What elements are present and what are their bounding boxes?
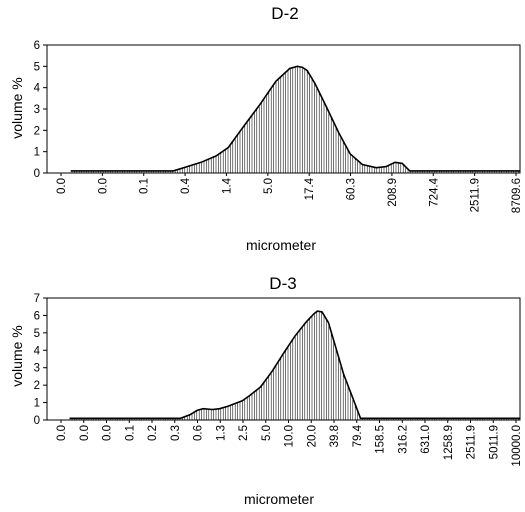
y-tick-label: 3 (34, 104, 40, 116)
x-tick-label: 5011.9 (488, 425, 500, 459)
y-tick-label: 2 (34, 380, 40, 392)
plot-area: 0 1 2 3 4 5 6 0.0 0.0 0.1 0.4 1.4 5.0 17.4 60.3 208.9 72… (34, 40, 523, 213)
chart-title: D-2 (271, 4, 298, 23)
y-tick-label: 4 (34, 345, 41, 357)
y-tick-label: 0 (34, 415, 40, 427)
chart-d3: D-3 volume % micrometer 0 1 2 3 4 5 6 7 0.0 0.0 0.… (9, 274, 523, 507)
x-tick-label: 158.5 (375, 425, 387, 454)
x-tick-label: 0.1 (124, 425, 136, 441)
chart-title: D-3 (269, 274, 296, 293)
x-tick-label: 0.0 (56, 178, 68, 194)
x-tick-label: 2.5 (238, 425, 250, 441)
x-tick-label: 0.4 (180, 177, 192, 194)
x-tick-label: 631.0 (420, 425, 432, 454)
area-hatch (69, 311, 519, 420)
y-tick-label: 6 (34, 40, 40, 52)
x-tick-label: 0.3 (170, 425, 182, 441)
chart-d2: D-2 volume % micrometer 0 1 2 3 4 5 6 0.0 0.0 0.1… (9, 4, 523, 253)
x-tick-label: 0.0 (56, 425, 68, 441)
x-tick-label: 0.0 (102, 425, 114, 441)
y-tick-label: 5 (34, 328, 40, 340)
x-tick-label: 10.0 (284, 425, 296, 447)
x-tick-label: 1.3 (215, 425, 227, 441)
x-tick-label: 60.3 (346, 178, 358, 200)
y-tick-label: 1 (34, 147, 40, 159)
y-tick-label: 3 (34, 363, 40, 375)
x-tick-label: 1258.9 (443, 425, 455, 460)
x-tick-label: 10000.0 (511, 425, 523, 467)
x-tick-label: 8709.6 (511, 178, 523, 213)
x-tick-label: 724.4 (428, 177, 440, 206)
x-axis-label: micrometer (244, 491, 314, 507)
x-tick-label: 79.4 (352, 424, 364, 447)
x-tick-label: 39.8 (329, 425, 341, 447)
x-tick-label: 316.2 (397, 425, 409, 454)
plot-frame (46, 44, 521, 174)
x-tick-label: 0.6 (193, 425, 205, 441)
plot-area: 0 1 2 3 4 5 6 7 0.0 0.0 0.0 0.1 0.2 0.3 0.6 1.3 2.5 5.0 10… (34, 293, 523, 467)
y-tick-label: 7 (34, 293, 40, 305)
x-tick-label: 5.0 (263, 178, 275, 194)
y-axis-label: volume % (9, 325, 25, 386)
series-line (70, 65, 520, 172)
plot-frame (46, 297, 521, 421)
x-tick-label: 17.4 (304, 177, 316, 200)
y-tick-label: 5 (34, 61, 40, 73)
x-tick-label: 0.1 (139, 178, 151, 194)
y-tick-label: 1 (34, 398, 40, 410)
x-tick-label: 0.2 (147, 425, 159, 441)
x-tick-label: 208.9 (387, 178, 399, 207)
y-tick-label: 4 (34, 83, 41, 95)
x-tick-label: 0.0 (97, 178, 109, 194)
x-axis-label: micrometer (246, 237, 316, 253)
y-tick-label: 6 (34, 310, 40, 322)
y-tick-label: 0 (34, 168, 40, 180)
x-tick-label: 20.0 (306, 425, 318, 447)
y-tick-label: 2 (34, 125, 40, 137)
y-axis-label: volume % (9, 77, 25, 138)
area-hatch (71, 66, 519, 173)
x-tick-label: 5.0 (261, 425, 273, 441)
x-tick-label: 1.4 (221, 177, 233, 194)
x-tick-label: 0.0 (79, 425, 91, 441)
series-line (69, 310, 520, 420)
x-tick-label: 2511.9 (466, 425, 478, 459)
x-tick-label: 2511.9 (470, 178, 482, 212)
